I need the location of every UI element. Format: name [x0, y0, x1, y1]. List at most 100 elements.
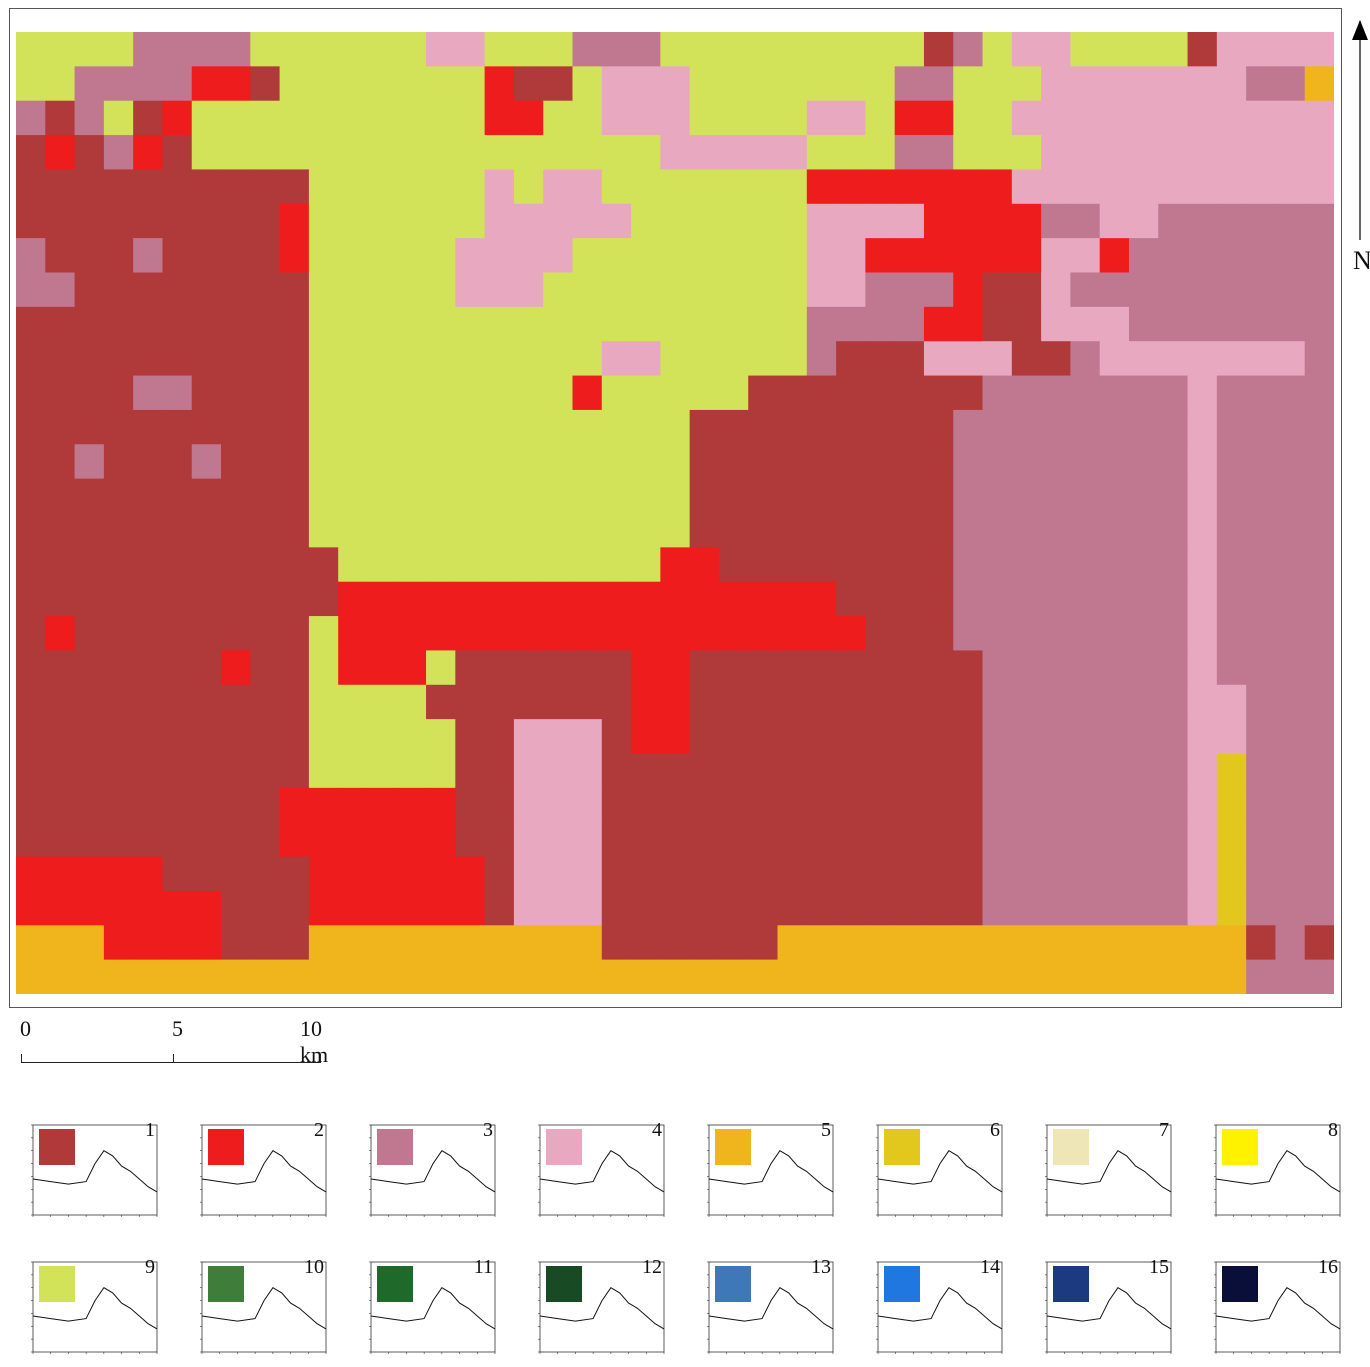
map-cell: [1070, 272, 1101, 308]
map-cell: [865, 66, 896, 102]
map-cell: [396, 650, 427, 686]
map-cell: [1011, 100, 1042, 136]
map-cell: [572, 478, 603, 514]
map-cell: [923, 581, 954, 617]
map-cell: [1187, 856, 1218, 892]
map-cell: [133, 513, 164, 548]
classification-map: [16, 32, 1334, 994]
map-cell: [103, 856, 134, 892]
map-cell: [308, 650, 339, 686]
map-cell: [279, 409, 310, 445]
map-cell: [660, 135, 691, 171]
map-cell: [426, 890, 456, 926]
map-cell: [308, 444, 339, 480]
map-cell: [367, 547, 398, 583]
map-cell: [396, 856, 427, 892]
map-cell: [1246, 375, 1277, 411]
map-cell: [748, 753, 779, 789]
map-cell: [660, 32, 691, 67]
map-cell: [221, 822, 251, 858]
map-cell: [953, 203, 984, 239]
map-cell: [367, 238, 398, 274]
map-cell: [1158, 375, 1189, 411]
map-cell: [660, 306, 691, 342]
map-cell: [513, 169, 544, 205]
map-cell: [631, 66, 661, 102]
map-cell: [1275, 856, 1306, 892]
map-cell: [513, 719, 544, 755]
map-cell: [279, 547, 310, 583]
map-cell: [250, 753, 281, 789]
map-cell: [982, 409, 1013, 445]
map-cell: [631, 959, 661, 994]
map-cell: [162, 444, 193, 480]
map-cell: [1187, 169, 1218, 205]
map-cell: [1158, 135, 1189, 171]
map-cell: [953, 32, 984, 67]
map-cell: [279, 856, 310, 892]
map-cell: [45, 856, 76, 892]
map-cell: [1128, 856, 1159, 892]
map-cell: [923, 925, 954, 961]
map-cell: [1187, 513, 1218, 548]
map-cell: [631, 203, 661, 239]
map-cell: [16, 547, 46, 583]
map-cell: [279, 272, 310, 308]
map-cell: [426, 787, 456, 823]
map-cell: [221, 341, 251, 377]
map-cell: [836, 375, 866, 411]
legend-panel-6: 6: [866, 1117, 1006, 1227]
map-cell: [748, 203, 779, 239]
map-cell: [279, 341, 310, 377]
map-cell: [660, 547, 691, 583]
map-cell: [162, 341, 193, 377]
map-cell: [777, 66, 808, 102]
map-cell: [748, 169, 779, 205]
map-cell: [133, 890, 164, 926]
map-cell: [1246, 856, 1277, 892]
map-cell: [953, 341, 984, 377]
spectral-curve: [370, 1150, 496, 1193]
map-cell: [865, 32, 896, 67]
map-cell: [1275, 444, 1306, 480]
map-cell: [279, 375, 310, 411]
map-cell: [162, 959, 193, 994]
map-cell: [1011, 409, 1042, 445]
map-cell: [777, 100, 808, 136]
map-cell: [308, 719, 339, 755]
map-cell: [191, 375, 222, 411]
map-cell: [1304, 100, 1334, 136]
map-cell: [16, 581, 46, 617]
map-cell: [426, 66, 456, 102]
map-cell: [455, 203, 486, 239]
map-cell: [426, 616, 456, 652]
map-cell: [367, 341, 398, 377]
map-cell: [689, 306, 720, 342]
map-cell: [601, 238, 632, 274]
map-cell: [16, 478, 46, 514]
map-cell: [455, 375, 486, 411]
map-cell: [1246, 444, 1277, 480]
map-cell: [1128, 409, 1159, 445]
map-cell: [1128, 169, 1159, 205]
map-cell: [1216, 684, 1247, 720]
spectral-plot: [876, 1124, 1003, 1217]
legend-panel-10: 10: [190, 1254, 330, 1364]
map-cell: [806, 890, 837, 926]
map-cell: [455, 135, 486, 171]
map-cell: [865, 444, 896, 480]
map-cell: [1041, 203, 1071, 239]
map-cell: [513, 203, 544, 239]
map-cell: [279, 66, 310, 102]
map-cell: [718, 66, 749, 102]
map-cell: [1128, 32, 1159, 67]
scale-tick: [173, 1054, 174, 1063]
map-cell: [396, 719, 427, 755]
map-cell: [894, 890, 925, 926]
map-cell: [1246, 547, 1277, 583]
class-number: 4: [652, 1119, 662, 1141]
map-cell: [923, 822, 954, 858]
map-cell: [543, 341, 574, 377]
map-cell: [631, 684, 661, 720]
map-cell: [631, 272, 661, 308]
